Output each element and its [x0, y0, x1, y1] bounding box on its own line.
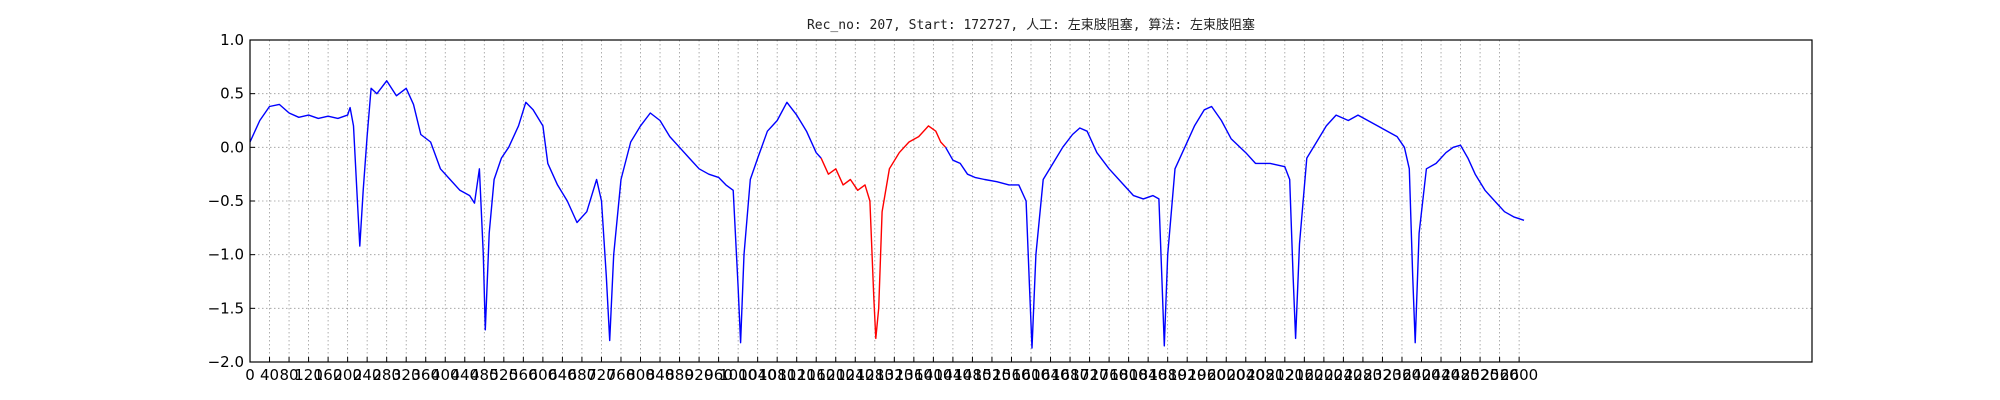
x-tick-label: 0	[245, 366, 255, 384]
x-tick-label: 800	[626, 366, 655, 384]
y-tick-label: 0.0	[220, 138, 244, 156]
y-tick-label: 0.5	[220, 85, 244, 103]
x-tick-label: 1240	[836, 366, 874, 384]
x-tick-label: 1080	[758, 366, 796, 384]
x-tick-label: 960	[704, 366, 733, 384]
y-axis-ticks: 1.0 0.5 0.0 −0.5 −1.0 −1.5 −2.0	[208, 31, 255, 371]
x-tick-label: 1400	[914, 366, 952, 384]
x-tick-label: 320	[392, 366, 421, 384]
ecg-series-line-2	[820, 125, 947, 340]
y-tick-label: −1.5	[208, 299, 244, 317]
x-tick-label: 880	[665, 366, 694, 384]
x-tick-label: 160	[314, 366, 343, 384]
x-tick-label: 2480	[1441, 366, 1479, 384]
x-tick-label: 1200	[817, 366, 855, 384]
x-tick-label: 1720	[1070, 366, 1108, 384]
x-tick-label: 1640	[1031, 366, 1069, 384]
x-tick-label: 2520	[1461, 366, 1499, 384]
x-tick-label: 1680	[1051, 366, 1089, 384]
x-tick-label: 1520	[973, 366, 1011, 384]
x-tick-label: 1880	[1149, 366, 1187, 384]
x-tick-label: 1960	[1188, 366, 1226, 384]
x-tick-label: 2200	[1305, 366, 1343, 384]
x-tick-label: 400	[431, 366, 460, 384]
x-tick-label: 1360	[895, 366, 933, 384]
y-tick-label: −1.0	[208, 246, 244, 264]
x-tick-label: 2000	[1207, 366, 1245, 384]
x-tick-label: 40	[260, 366, 279, 384]
x-tick-label: 2400	[1402, 366, 1440, 384]
x-tick-label: 440	[450, 366, 479, 384]
x-tick-label: 120	[294, 366, 323, 384]
x-tick-label: 1160	[797, 366, 835, 384]
x-tick-label: 2320	[1363, 366, 1401, 384]
grid-layer	[249, 39, 1812, 363]
x-tick-label: 2440	[1422, 366, 1460, 384]
x-tick-label: 1320	[875, 366, 913, 384]
x-tick-label: 600	[529, 366, 558, 384]
x-tick-label: 80	[280, 366, 299, 384]
x-tick-label: 1040	[739, 366, 777, 384]
x-tick-label: 2240	[1324, 366, 1362, 384]
x-tick-label: 480	[470, 366, 499, 384]
x-tick-label: 2160	[1285, 366, 1323, 384]
x-axis-ticks: 0 40 8012016020024028032036040044048052056…	[245, 357, 1538, 384]
x-tick-label: 2560	[1481, 366, 1519, 384]
series-layer	[249, 80, 1525, 349]
x-tick-label: 520	[490, 366, 519, 384]
x-tick-label: 1480	[953, 366, 991, 384]
x-tick-label: 1800	[1110, 366, 1148, 384]
x-tick-label: 1440	[934, 366, 972, 384]
x-tick-label: 2040	[1227, 366, 1265, 384]
x-tick-label: 360	[411, 366, 440, 384]
x-tick-label: 920	[685, 366, 714, 384]
x-tick-label: 240	[353, 366, 382, 384]
x-tick-label: 1760	[1090, 366, 1128, 384]
x-tick-label: 2600	[1500, 366, 1538, 384]
x-tick-label: 560	[509, 366, 538, 384]
chart-title: Rec_no: 207, Start: 172727, 人工: 左束肢阻塞, 算…	[807, 17, 1255, 33]
x-tick-label: 2360	[1383, 366, 1421, 384]
x-tick-label: 1920	[1168, 366, 1206, 384]
x-tick-label: 680	[568, 366, 597, 384]
x-tick-label: 200	[333, 366, 362, 384]
x-tick-label: 1120	[778, 366, 816, 384]
x-tick-label: 2120	[1266, 366, 1304, 384]
ecg-series-line-1	[249, 80, 822, 344]
x-tick-label: 760	[607, 366, 636, 384]
x-tick-label: 1280	[856, 366, 894, 384]
x-tick-label: 2280	[1344, 366, 1382, 384]
x-tick-label: 1840	[1129, 366, 1167, 384]
y-tick-label: −2.0	[208, 353, 244, 371]
x-tick-label: 840	[646, 366, 675, 384]
x-tick-label: 640	[548, 366, 577, 384]
y-tick-label: −0.5	[208, 192, 244, 210]
x-tick-label: 1560	[992, 366, 1030, 384]
y-tick-label: 1.0	[220, 31, 244, 49]
ecg-series-line-3	[944, 105, 1525, 349]
x-tick-label: 2080	[1246, 366, 1284, 384]
x-tick-label: 1000	[719, 366, 757, 384]
x-tick-label: 280	[372, 366, 401, 384]
x-tick-label: 1600	[1012, 366, 1050, 384]
x-tick-label: 720	[587, 366, 616, 384]
